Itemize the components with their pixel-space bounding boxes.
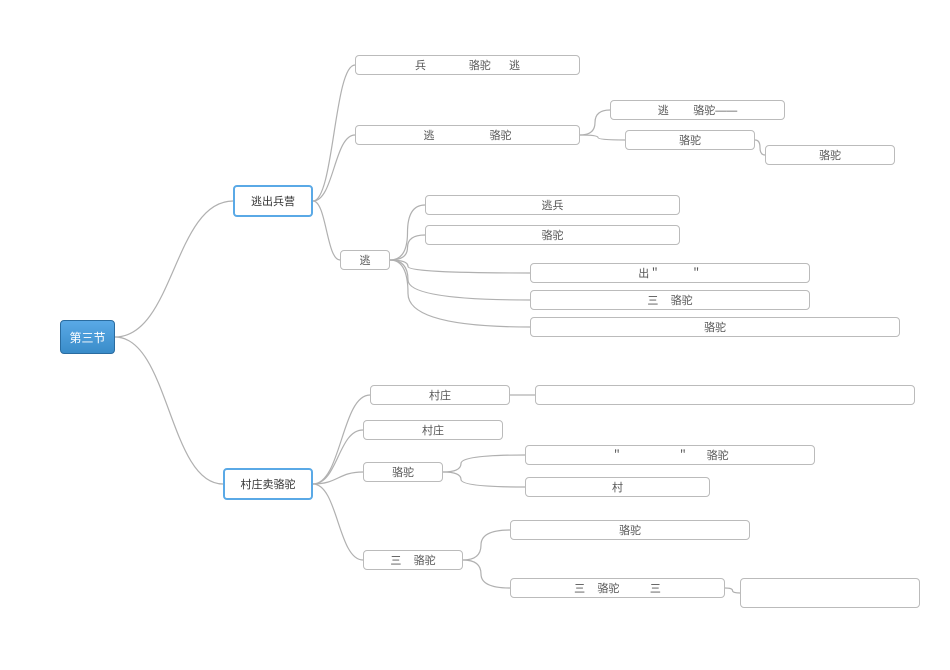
leaf-a2a: 逃 骆驼—— — [610, 100, 785, 120]
connector — [463, 530, 510, 560]
connector — [725, 588, 740, 593]
leaf-b1: 村庄 — [370, 385, 510, 405]
connector — [390, 260, 530, 327]
connector — [313, 135, 355, 201]
leaf-a3d: 三 骆驼 — [530, 290, 810, 310]
leaf-b1a — [535, 385, 915, 405]
connector — [313, 65, 355, 201]
connector — [443, 455, 525, 472]
connector — [313, 484, 363, 560]
connector — [390, 260, 530, 300]
connector — [313, 395, 370, 484]
leaf-b3: 骆驼 — [363, 462, 443, 482]
leaf-a3a: 逃兵 — [425, 195, 680, 215]
branch-node-0: 逃出兵营 — [233, 185, 313, 217]
leaf-b4: 三 骆驼 — [363, 550, 463, 570]
connector — [580, 110, 610, 135]
leaf-b4b: 三 骆驼 三 — [510, 578, 725, 598]
connector — [115, 201, 233, 337]
connector — [463, 560, 510, 588]
leaf-b3b: 村 — [525, 477, 710, 497]
leaf-b4b1 — [740, 578, 920, 608]
leaf-b3a: ＂ ＂ 骆驼 — [525, 445, 815, 465]
connector — [313, 201, 340, 260]
connector — [115, 337, 223, 484]
leaf-a3b: 骆驼 — [425, 225, 680, 245]
leaf-a2: 逃 骆驼 — [355, 125, 580, 145]
root-node: 第三节 — [60, 320, 115, 354]
leaf-a2b1: 骆驼 — [765, 145, 895, 165]
leaf-b4a: 骆驼 — [510, 520, 750, 540]
branch-node-1: 村庄卖骆驼 — [223, 468, 313, 500]
leaf-a1: 兵 骆驼 逃 — [355, 55, 580, 75]
leaf-a3e: 骆驼 — [530, 317, 900, 337]
connector — [443, 472, 525, 487]
leaf-a3c: 出＂ ＂ — [530, 263, 810, 283]
connector — [390, 260, 530, 273]
leaf-a2b: 骆驼 — [625, 130, 755, 150]
leaf-b2: 村庄 — [363, 420, 503, 440]
connector — [755, 140, 765, 155]
connector — [313, 430, 363, 484]
leaf-a3: 逃 — [340, 250, 390, 270]
connector — [580, 135, 625, 140]
